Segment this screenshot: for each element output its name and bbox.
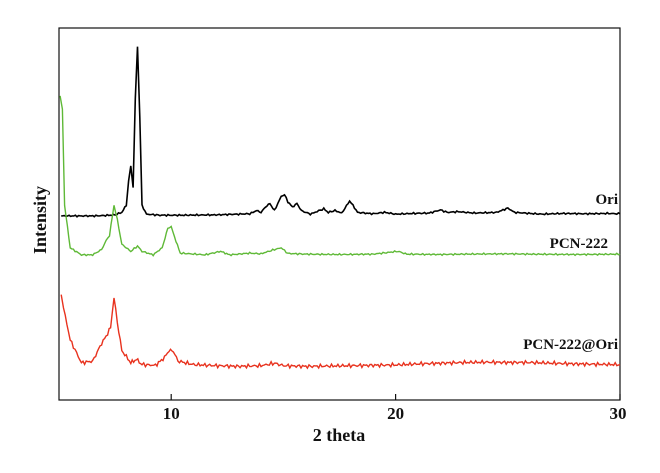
series-line-ori — [61, 46, 621, 218]
series-label-pcn-222: PCN-222 — [550, 236, 608, 252]
series-labels: Ori PCN-222 PCN-222@Ori — [523, 192, 618, 353]
plot-frame — [58, 27, 621, 401]
x-tick-label: 30 — [610, 404, 627, 423]
x-axis-label: 2 theta — [313, 425, 366, 445]
series-layer — [59, 46, 621, 370]
x-axis-ticks: 10 20 30 — [163, 394, 627, 423]
y-axis-label: Intensity — [30, 186, 50, 254]
x-tick-label: 10 — [163, 404, 180, 423]
series-label-ori: Ori — [596, 192, 619, 208]
x-tick-label: 20 — [387, 404, 404, 423]
series-line-pcn-222 — [59, 95, 621, 257]
series-label-pcn-222-ori: PCN-222@Ori — [523, 337, 618, 353]
series-line-pcn-222-ori — [60, 294, 621, 370]
